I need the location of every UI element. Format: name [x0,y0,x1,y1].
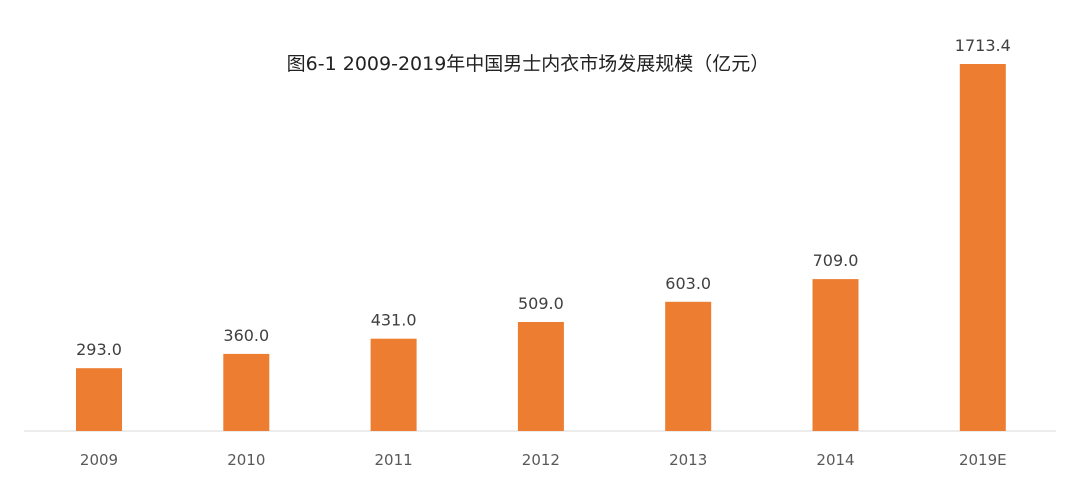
x-tick-label-2014: 2014 [816,451,854,469]
value-label-2010: 360.0 [223,326,269,345]
value-label-2014: 709.0 [813,251,859,270]
bar-2010 [223,353,270,431]
x-tick-labels-group: 2009 2010 2011 2012 2013 2014 2019E [80,451,1007,469]
value-label-2011: 431.0 [371,311,417,330]
x-tick-label-2012: 2012 [522,451,560,469]
bar-2011 [370,338,417,431]
chart-title: 图6-1 2009-2019年中国男士内衣市场发展规模（亿元） [287,53,770,75]
value-label-2019E: 1713.4 [955,36,1011,55]
x-tick-label-2011: 2011 [375,451,413,469]
bar-2013 [665,301,712,431]
x-tick-label-2013: 2013 [669,451,707,469]
bar-2014 [812,279,859,431]
x-tick-label-2019E: 2019E [959,451,1007,469]
value-label-2012: 509.0 [518,294,564,313]
value-label-2013: 603.0 [665,274,711,293]
x-tick-label-2009: 2009 [80,451,118,469]
value-labels-group: 293.0 360.0 431.0 509.0 603.0 709.0 1713.4 [76,36,1011,359]
bar-2009 [76,368,122,431]
x-tick-label-2010: 2010 [227,451,265,469]
bar-2012 [517,322,564,431]
value-label-2009: 293.0 [76,340,122,359]
bars-group [76,64,1006,431]
bar-2019E [959,64,1006,431]
